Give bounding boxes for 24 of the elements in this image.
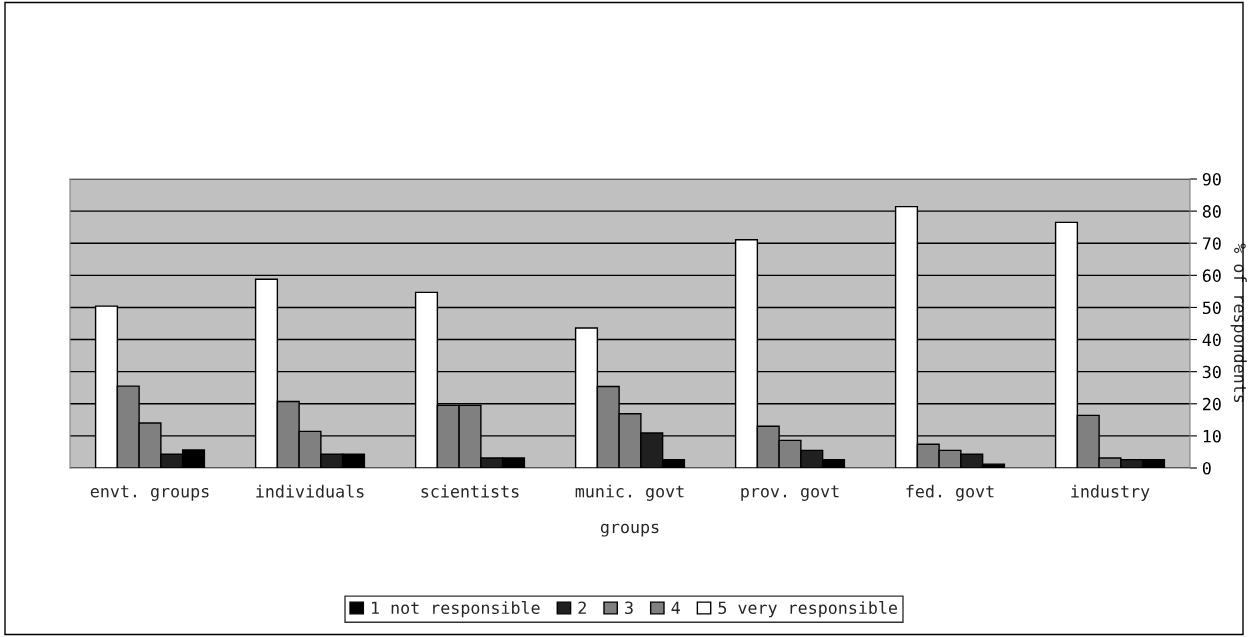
x-axis-title: groups — [600, 523, 659, 537]
legend-label: 1 not responsible — [372, 601, 540, 618]
legend-label: 5 very responsible — [718, 601, 897, 618]
y-tick-label: 40 — [1202, 333, 1221, 347]
y-tick-label: 20 — [1203, 397, 1221, 411]
x-tick-label: individuals — [256, 484, 364, 498]
y-tick-label: 0 — [1202, 462, 1211, 475]
legend-label: 3 — [625, 601, 633, 615]
y-axis-title: % of respondents — [1230, 243, 1247, 403]
y-tick-label: 80 — [1202, 205, 1221, 218]
x-tick-label: fed. govt — [906, 484, 994, 501]
x-tick-label: envt. groups — [90, 485, 209, 501]
x-tick-label: industry — [1071, 484, 1150, 501]
x-tick-label: prov. govt — [741, 485, 839, 501]
y-tick-label: 30 — [1202, 365, 1221, 379]
y-tick-label: 50 — [1202, 301, 1221, 315]
legend-label: 2 — [578, 601, 586, 614]
x-tick-label: munic. govt — [575, 484, 684, 501]
legend-label: 4 — [671, 601, 680, 614]
y-tick-label: 90 — [1202, 173, 1221, 186]
x-tick-label: scientists — [421, 484, 519, 498]
y-tick-label: 70 — [1202, 237, 1221, 250]
y-tick-label: 10 — [1203, 429, 1221, 443]
y-tick-label: 60 — [1202, 269, 1221, 282]
